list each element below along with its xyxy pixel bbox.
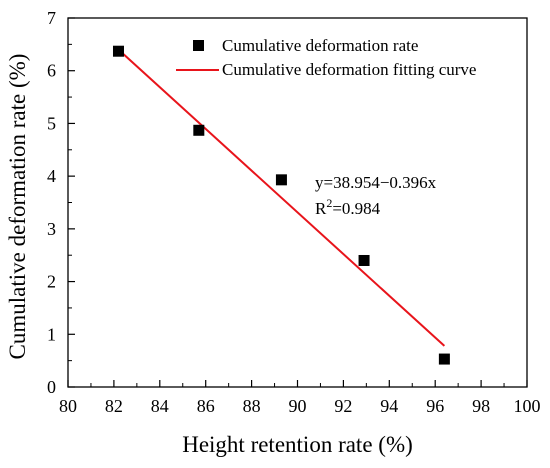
y-tick-label: 3 (47, 219, 56, 239)
x-tick-label: 94 (380, 396, 398, 416)
fit-equation: y=38.954−0.396x (315, 173, 437, 192)
y-tick-label: 5 (47, 113, 56, 133)
x-tick-label: 90 (289, 396, 307, 416)
x-tick-label: 96 (426, 396, 444, 416)
data-point (439, 354, 450, 365)
data-point (113, 46, 124, 57)
fit-line (118, 50, 444, 346)
legend-label-scatter: Cumulative deformation rate (222, 36, 418, 55)
x-tick-label: 88 (243, 396, 261, 416)
y-tick-label: 2 (47, 272, 56, 292)
y-tick-label: 4 (47, 166, 56, 186)
x-tick-label: 80 (59, 396, 77, 416)
x-tick-label: 82 (105, 396, 123, 416)
data-marks (113, 46, 450, 365)
data-point (193, 125, 204, 136)
x-axis-title: Height retention rate (%) (182, 432, 413, 457)
x-tick-label: 86 (197, 396, 215, 416)
data-point (359, 255, 370, 266)
x-tick-label: 100 (514, 396, 541, 416)
y-tick-label: 6 (47, 61, 56, 81)
y-axis-title: Cumulative deformation rate (%) (5, 54, 30, 360)
x-tick-label: 84 (151, 396, 169, 416)
data-point (276, 174, 287, 185)
legend: Cumulative deformation rate Cumulative d… (176, 36, 476, 79)
y-tick-label: 0 (47, 377, 56, 397)
y-tick-label: 1 (47, 324, 56, 344)
y-tick-label: 7 (47, 8, 56, 28)
x-tick-label: 92 (334, 396, 352, 416)
x-tick-label: 98 (472, 396, 490, 416)
r-squared: R2=0.984 (315, 196, 381, 218)
legend-marker-square (193, 40, 204, 51)
legend-label-fit: Cumulative deformation fitting curve (222, 60, 476, 79)
